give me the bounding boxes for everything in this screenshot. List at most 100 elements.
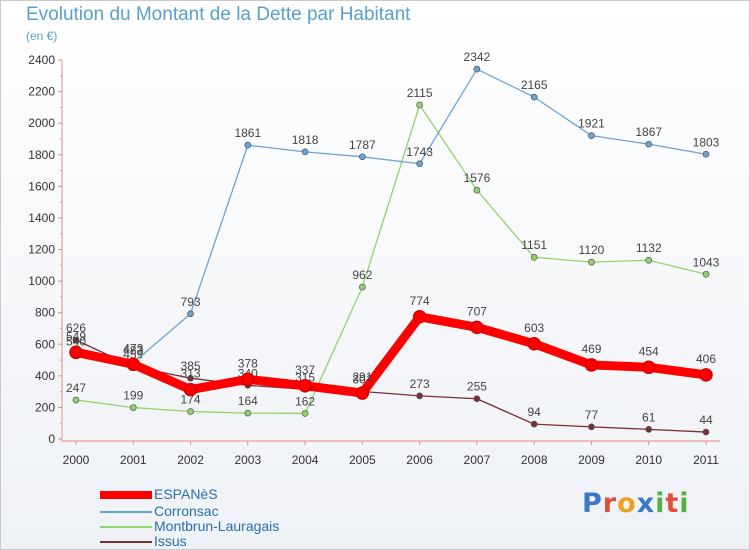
data-point-espan-s — [241, 372, 255, 387]
data-point-corronsac — [588, 132, 595, 139]
data-point-montbrun-lauragais — [530, 253, 538, 261]
data-point-issus — [645, 426, 653, 433]
y-tick-label: 800 — [35, 306, 55, 320]
data-point-issus — [473, 395, 481, 403]
data-label-corronsac: 1743 — [406, 145, 433, 159]
data-point-corronsac — [301, 148, 309, 156]
legend-swatch-corronsac — [100, 511, 152, 513]
data-label-montbrun-lauragais: 164 — [238, 394, 258, 408]
logo-letter: o — [617, 488, 637, 519]
data-point-espan-s — [69, 345, 83, 360]
data-label-issus: 273 — [410, 377, 430, 391]
data-point-espan-s — [641, 360, 656, 375]
data-point-espan-s — [584, 358, 599, 372]
data-label-corronsac: 2165 — [521, 78, 548, 92]
logo-letter: r — [602, 488, 618, 519]
x-tick-label: 2009 — [578, 453, 605, 467]
data-point-issus — [702, 428, 710, 436]
x-tick-label: 2000 — [63, 453, 90, 467]
data-point-corronsac — [473, 65, 481, 73]
series-line-espan-s — [71, 312, 711, 398]
data-label-montbrun-lauragais: 962 — [352, 268, 372, 282]
y-tick-label: 1600 — [28, 179, 55, 193]
data-label-montbrun-lauragais: 1151 — [521, 238, 547, 252]
data-label-espan-s: 406 — [696, 352, 716, 366]
data-point-corronsac — [702, 150, 710, 158]
data-label-montbrun-lauragais: 162 — [295, 394, 315, 408]
data-label-montbrun-lauragais: 174 — [181, 393, 201, 407]
data-label-espan-s: 473 — [123, 341, 143, 355]
data-point-espan-s — [298, 379, 312, 393]
data-label-montbrun-lauragais: 199 — [123, 389, 143, 403]
data-point-corronsac — [244, 141, 252, 149]
data-label-espan-s: 549 — [66, 329, 86, 343]
data-point-espan-s — [183, 382, 198, 397]
data-label-montbrun-lauragais: 1576 — [464, 171, 491, 185]
data-label-issus: 385 — [181, 359, 201, 373]
y-tick-label: 600 — [35, 337, 55, 351]
data-point-issus — [72, 336, 80, 344]
data-label-issus: 77 — [585, 408, 599, 422]
legend-label-montbrun-lauragais: Montbrun-Lauragais — [154, 518, 280, 534]
data-label-corronsac: 793 — [181, 295, 201, 309]
data-point-espan-s — [470, 320, 484, 335]
data-label-issus: 61 — [642, 410, 656, 424]
data-label-issus: 255 — [467, 380, 487, 394]
chart-subtitle: (en €) — [26, 29, 58, 43]
legend-swatch-montbrun-lauragais — [100, 526, 152, 528]
data-point-montbrun-lauragais — [416, 101, 423, 109]
data-point-issus — [187, 374, 194, 382]
data-label-corronsac: 1787 — [349, 138, 376, 152]
data-point-montbrun-lauragais — [244, 409, 252, 417]
legend-label-espanes: ESPANèS — [154, 486, 218, 502]
data-point-montbrun-lauragais — [588, 258, 595, 266]
data-point-espan-s — [527, 337, 541, 351]
data-label-espan-s: 337 — [295, 363, 315, 377]
x-tick-label: 2007 — [464, 453, 491, 467]
data-label-espan-s: 707 — [467, 304, 487, 318]
data-point-montbrun-lauragais — [359, 283, 366, 291]
data-label-montbrun-lauragais: 247 — [66, 381, 86, 395]
series-line-corronsac — [75, 68, 707, 364]
data-label-issus: 94 — [528, 405, 542, 419]
data-label-espan-s: 291 — [352, 370, 372, 384]
x-tick-label: 2002 — [177, 453, 204, 467]
x-tick-label: 2010 — [635, 453, 662, 467]
data-point-corronsac — [416, 160, 423, 168]
data-point-montbrun-lauragais — [301, 410, 309, 417]
logo-letter: i — [655, 488, 666, 519]
y-tick-label: 2400 — [28, 53, 55, 67]
data-point-espan-s — [412, 310, 427, 324]
logo-letter: x — [636, 488, 656, 519]
data-label-corronsac: 2342 — [464, 50, 491, 64]
data-point-montbrun-lauragais — [473, 186, 481, 194]
logo-letter: i — [679, 488, 690, 519]
y-tick-label: 0 — [48, 432, 55, 446]
data-point-montbrun-lauragais — [72, 396, 80, 404]
legend-swatch-issus — [100, 541, 152, 543]
y-tick-label: 200 — [35, 400, 55, 414]
logo-letter: P — [582, 488, 603, 519]
data-point-corronsac — [359, 153, 366, 161]
data-point-montbrun-lauragais — [187, 408, 194, 415]
data-label-corronsac: 1803 — [693, 135, 720, 149]
chart-title: Evolution du Montant de la Dette par Hab… — [26, 4, 411, 25]
logo-letter: t — [665, 488, 680, 519]
data-label-espan-s: 454 — [639, 344, 659, 358]
data-label-corronsac: 1921 — [578, 117, 605, 131]
data-point-issus — [530, 420, 538, 428]
data-label-corronsac: 483 — [123, 344, 143, 358]
legend-swatch-espanes — [100, 491, 152, 499]
y-tick-label: 400 — [35, 369, 55, 383]
data-label-montbrun-lauragais: 1120 — [579, 243, 605, 257]
data-point-montbrun-lauragais — [702, 270, 710, 278]
data-point-corronsac — [645, 140, 653, 148]
x-tick-label: 2005 — [349, 453, 376, 467]
y-tick-label: 1000 — [28, 274, 55, 288]
x-tick-label: 2008 — [521, 453, 548, 467]
data-label-corronsac: 1867 — [635, 125, 662, 139]
x-tick-label: 2004 — [292, 453, 319, 467]
data-point-issus — [588, 423, 595, 431]
